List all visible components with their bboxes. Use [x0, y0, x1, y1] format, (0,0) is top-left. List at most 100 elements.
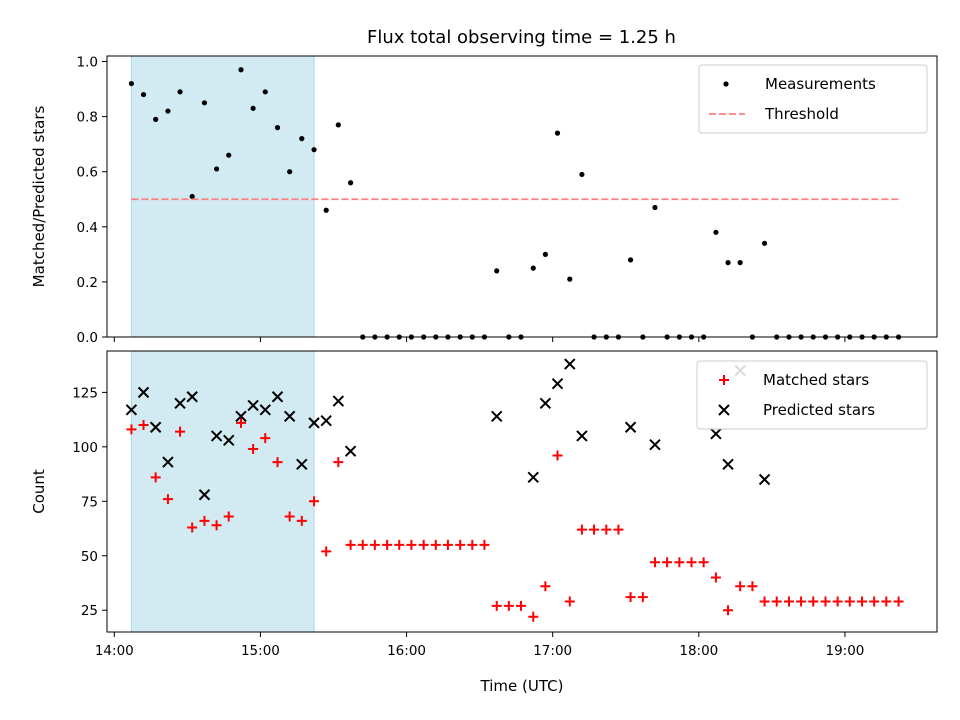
y-tick-label: 0.4: [77, 220, 98, 236]
data-point: [637, 592, 648, 603]
data-point: [283, 410, 296, 423]
x-tick-label: 17:00: [533, 643, 572, 659]
data-point: [162, 494, 173, 505]
data-point: [893, 596, 904, 607]
data-point: [710, 428, 722, 440]
data-point: [189, 193, 195, 200]
data-point: [579, 171, 585, 178]
data-point: [309, 496, 320, 507]
data-point: [820, 596, 831, 607]
data-point: [625, 592, 636, 603]
data-point: [272, 457, 283, 468]
data-point: [613, 524, 624, 535]
chart-title: Flux total observing time = 1.25 h: [367, 27, 676, 48]
series-matched-stars: [126, 417, 904, 622]
data-point: [735, 581, 746, 592]
data-point: [759, 596, 770, 607]
data-point: [725, 260, 731, 266]
data-point: [652, 204, 658, 211]
data-point: [515, 600, 526, 611]
y-tick-label: 0.0: [77, 330, 98, 346]
data-point: [627, 257, 634, 263]
data-point: [153, 116, 159, 122]
data-point: [259, 404, 271, 416]
data-point: [137, 386, 150, 399]
data-point: [138, 420, 149, 431]
data-point: [175, 426, 186, 437]
data-point: [491, 600, 502, 611]
data-point: [271, 391, 284, 403]
data-point: [177, 89, 183, 95]
x-tick-label: 15:00: [241, 643, 280, 659]
data-point: [299, 136, 305, 142]
x-tick-label: 14:00: [95, 643, 134, 659]
legend-box: [698, 64, 928, 134]
data-point: [174, 397, 186, 409]
data-point: [235, 410, 247, 423]
data-point: [213, 166, 220, 172]
data-point: [747, 581, 758, 592]
legend-box: [696, 360, 928, 430]
x-tick-label: 16:00: [387, 643, 426, 659]
data-point: [345, 539, 356, 550]
data-point: [624, 421, 637, 433]
data-point: [357, 539, 368, 550]
y-tick-label: 0.6: [77, 165, 98, 181]
data-point: [186, 391, 198, 403]
data-point: [467, 539, 478, 550]
data-point: [187, 522, 198, 533]
data-point: [418, 539, 429, 550]
data-point: [321, 546, 332, 557]
legend-swatch: [719, 375, 729, 385]
data-point: [494, 268, 500, 274]
y-tick-label: 0.2: [77, 275, 98, 291]
data-point: [250, 105, 256, 111]
data-point: [674, 557, 685, 568]
data-point: [149, 421, 162, 433]
y-tick-label: 25: [81, 603, 98, 619]
data-point: [311, 147, 317, 153]
data-point: [527, 471, 539, 484]
data-point: [210, 430, 223, 442]
x-tick-label: 18:00: [679, 643, 718, 659]
data-point: [567, 276, 573, 282]
data-point: [296, 515, 307, 526]
data-point: [857, 596, 868, 607]
data-point: [844, 596, 855, 607]
data-point: [540, 581, 551, 592]
data-point: [198, 489, 211, 501]
data-point: [455, 539, 466, 550]
legend-label: Threshold: [764, 105, 839, 123]
data-point: [649, 557, 660, 568]
data-point: [382, 539, 393, 550]
data-point: [554, 130, 561, 136]
data-point: [150, 472, 161, 483]
data-point: [881, 596, 892, 607]
data-point: [662, 557, 673, 568]
data-point: [406, 539, 417, 550]
data-point: [649, 438, 661, 451]
data-point: [503, 600, 514, 611]
x-tick-label: 19:00: [825, 643, 864, 659]
data-point: [552, 450, 563, 461]
data-point: [808, 596, 819, 607]
data-point: [296, 458, 308, 470]
data-point: [235, 417, 246, 428]
axes-frame: [106, 55, 938, 338]
y-tick-label: 75: [81, 494, 98, 510]
data-point: [758, 473, 771, 486]
count-panel: 25 50 75 100 125 14:00 15:00 16:00 17:00 18:00 19:…: [30, 350, 938, 695]
data-point: [710, 572, 721, 583]
data-point: [369, 539, 380, 550]
ratio-panel: 0.0 0.2 0.4 0.6 0.8 1.0 Matched/Predicted star…: [30, 55, 938, 346]
data-point: [761, 240, 768, 246]
shaded-region: [130, 55, 315, 338]
data-point: [226, 152, 232, 158]
axes-frame: [106, 350, 938, 633]
y-tick-label: 125: [72, 385, 98, 401]
legend: Measurements Threshold: [698, 64, 928, 134]
data-point: [542, 251, 548, 257]
data-point: [564, 358, 576, 370]
legend: Matched stars Predicted stars: [696, 360, 928, 430]
data-point: [260, 433, 271, 444]
